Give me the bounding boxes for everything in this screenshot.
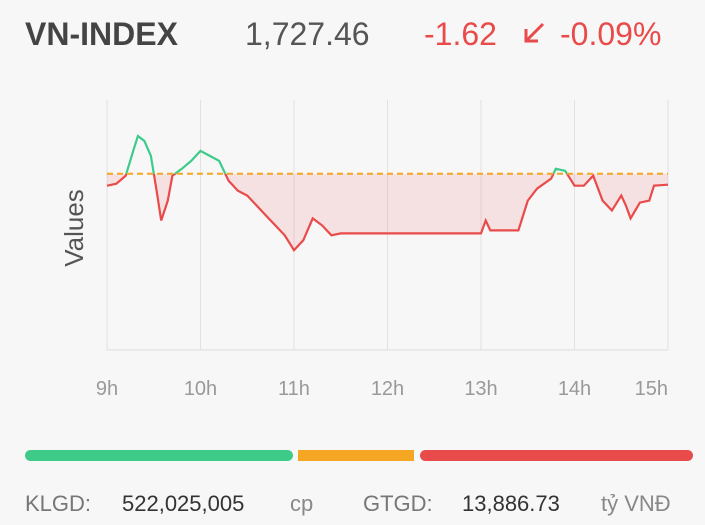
down-arrow-icon (524, 22, 545, 43)
volume: 522,025,005 (122, 491, 244, 516)
y-axis-label: Values (59, 189, 89, 267)
x-tick-label: 11h (278, 378, 310, 400)
x-tick-label: 14h (558, 378, 591, 400)
index-change: -1.62 (424, 16, 497, 52)
advancing-bar (25, 450, 293, 461)
x-tick-label: 12h (371, 378, 404, 400)
value-label: GTGD: (363, 491, 433, 516)
x-tick-label: 15h (635, 378, 668, 400)
volume-label: KLGD: (25, 491, 91, 516)
below-reference-area (107, 173, 668, 251)
declining-bar (420, 450, 693, 461)
unchanged-bar (298, 450, 414, 461)
line-below-reference (107, 173, 668, 252)
x-tick-label: 10h (184, 378, 217, 400)
x-tick-label: 9h (96, 378, 118, 400)
trade-value: 13,886.73 (462, 491, 560, 516)
index-change-pct: -0.09% (560, 16, 661, 52)
volume-unit: cp (290, 491, 313, 516)
plot-area: 9h 10h 11h 12h 13h 14h 15h (96, 100, 669, 400)
x-tick-label: 13h (464, 378, 497, 400)
index-name: VN-INDEX (25, 16, 179, 52)
value-unit: tỷ VNĐ (601, 491, 671, 516)
index-price: 1,727.46 (245, 16, 370, 52)
breadth-bar (25, 450, 693, 461)
